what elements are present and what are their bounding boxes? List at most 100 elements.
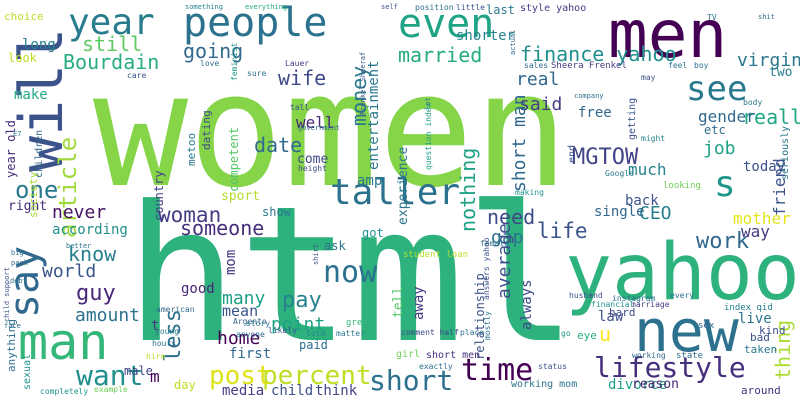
word: long: [22, 37, 56, 53]
word: said: [519, 94, 563, 115]
word: self: [381, 3, 398, 11]
word: face: [4, 322, 21, 330]
word: taller: [330, 172, 461, 213]
word: two: [769, 65, 793, 80]
word: Google: [605, 169, 634, 178]
word: might: [641, 134, 666, 143]
word: first: [229, 346, 272, 362]
word: year old: [4, 120, 18, 178]
word: law: [598, 309, 624, 325]
word: live: [738, 311, 772, 327]
word: etc: [704, 123, 726, 137]
word: big: [11, 249, 24, 257]
word: need: [487, 205, 536, 229]
word: post: [209, 361, 272, 391]
word: today: [743, 159, 786, 175]
word: sex: [698, 321, 715, 331]
word: away: [411, 286, 427, 320]
word: day: [174, 378, 196, 392]
word: work: [696, 229, 749, 254]
word: shorter: [456, 28, 516, 44]
word: t: [151, 318, 160, 334]
word: kind: [759, 324, 786, 337]
word: never: [52, 202, 107, 223]
word: working mom: [511, 379, 578, 390]
word: little: [456, 3, 485, 12]
word: comment half: [401, 328, 459, 337]
word: Bourdain: [63, 50, 160, 74]
word: short men: [426, 350, 481, 361]
word: ask: [324, 239, 346, 253]
word: going: [183, 39, 244, 63]
word: working: [632, 351, 666, 360]
word: woman: [158, 203, 222, 227]
word: exactly: [419, 362, 453, 371]
word: date: [254, 133, 303, 157]
word: every: [670, 291, 695, 300]
word: life: [537, 219, 588, 243]
word: seriously: [780, 125, 791, 180]
word: choice: [4, 10, 44, 23]
word: girl: [396, 349, 421, 360]
word: s: [714, 164, 736, 205]
word: well: [296, 113, 335, 132]
word: back: [625, 193, 659, 209]
word: likely: [268, 326, 297, 335]
word: country: [152, 170, 166, 221]
word: anyone: [236, 330, 265, 339]
word: tall: [290, 103, 310, 112]
word: last: [486, 3, 515, 17]
word: example: [94, 385, 128, 394]
word: hard: [609, 306, 636, 319]
word: people: [183, 0, 328, 46]
word: place: [460, 328, 485, 337]
word: nothing: [456, 147, 480, 232]
word: new: [634, 297, 739, 365]
word: want: [76, 359, 144, 392]
word: go: [561, 329, 571, 338]
word: matter: [336, 329, 365, 338]
word: experience: [396, 146, 411, 225]
word: marriage: [631, 300, 670, 309]
word: short: [369, 364, 454, 397]
word: percent: [262, 361, 372, 391]
word: young: [155, 327, 180, 336]
word: paid: [299, 338, 328, 352]
word: entertainment: [366, 60, 382, 170]
word: children: [34, 129, 45, 178]
word: point: [271, 314, 326, 335]
word: reason: [632, 377, 679, 392]
word: gap: [491, 227, 524, 248]
word: CEO: [639, 203, 672, 224]
word: everything: [245, 3, 288, 11]
word: amp: [357, 173, 383, 189]
word: female: [480, 239, 509, 248]
word: married: [398, 43, 483, 67]
word: competent: [227, 126, 241, 192]
word: hours: [152, 339, 177, 348]
word: sure: [247, 69, 267, 78]
word: know: [68, 242, 117, 266]
word: yahoo: [565, 228, 800, 318]
word: child support: [3, 267, 11, 322]
word: man: [18, 313, 109, 371]
word: lifestyle: [594, 351, 746, 384]
word: m: [150, 367, 160, 386]
word: one: [15, 176, 59, 204]
word: great: [346, 318, 374, 328]
word: world: [42, 261, 97, 282]
word: average: [494, 223, 515, 299]
word: men: [608, 0, 728, 73]
word: state: [676, 351, 704, 361]
word: answers yahoo: [482, 237, 491, 300]
word: taken: [744, 343, 778, 356]
word: got: [362, 226, 384, 240]
word: getting: [627, 97, 638, 140]
word: html: [125, 166, 578, 385]
word: finance yahoo: [520, 42, 677, 66]
word: something: [185, 3, 223, 11]
word: hire: [146, 352, 166, 361]
word: question index: [424, 102, 433, 170]
word: actual: [509, 29, 517, 55]
word: metoo: [185, 132, 198, 166]
